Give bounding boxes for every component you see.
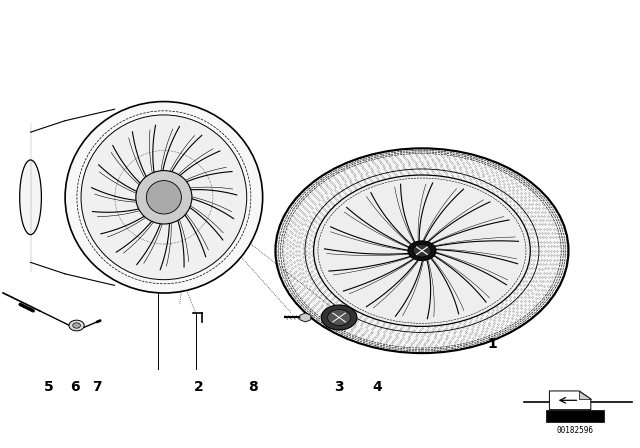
- Text: 6: 6: [70, 379, 79, 393]
- Circle shape: [328, 310, 351, 326]
- Ellipse shape: [81, 115, 246, 280]
- Polygon shape: [549, 391, 591, 409]
- Text: 2: 2: [194, 379, 204, 393]
- Circle shape: [408, 241, 436, 260]
- Text: 00182596: 00182596: [556, 426, 593, 435]
- Circle shape: [69, 320, 84, 331]
- Polygon shape: [579, 391, 591, 399]
- Circle shape: [73, 323, 81, 328]
- Ellipse shape: [65, 102, 262, 293]
- Bar: [546, 409, 604, 422]
- Ellipse shape: [147, 181, 181, 214]
- Ellipse shape: [20, 160, 42, 235]
- Text: 5: 5: [44, 379, 54, 393]
- Text: 8: 8: [248, 379, 258, 393]
- Circle shape: [314, 175, 531, 327]
- Circle shape: [413, 245, 431, 257]
- Text: 3: 3: [334, 379, 344, 393]
- Ellipse shape: [136, 171, 192, 224]
- Text: 4: 4: [372, 379, 382, 393]
- Text: 7: 7: [92, 379, 102, 393]
- Circle shape: [321, 305, 357, 330]
- Text: 1: 1: [487, 337, 497, 351]
- Circle shape: [275, 148, 568, 353]
